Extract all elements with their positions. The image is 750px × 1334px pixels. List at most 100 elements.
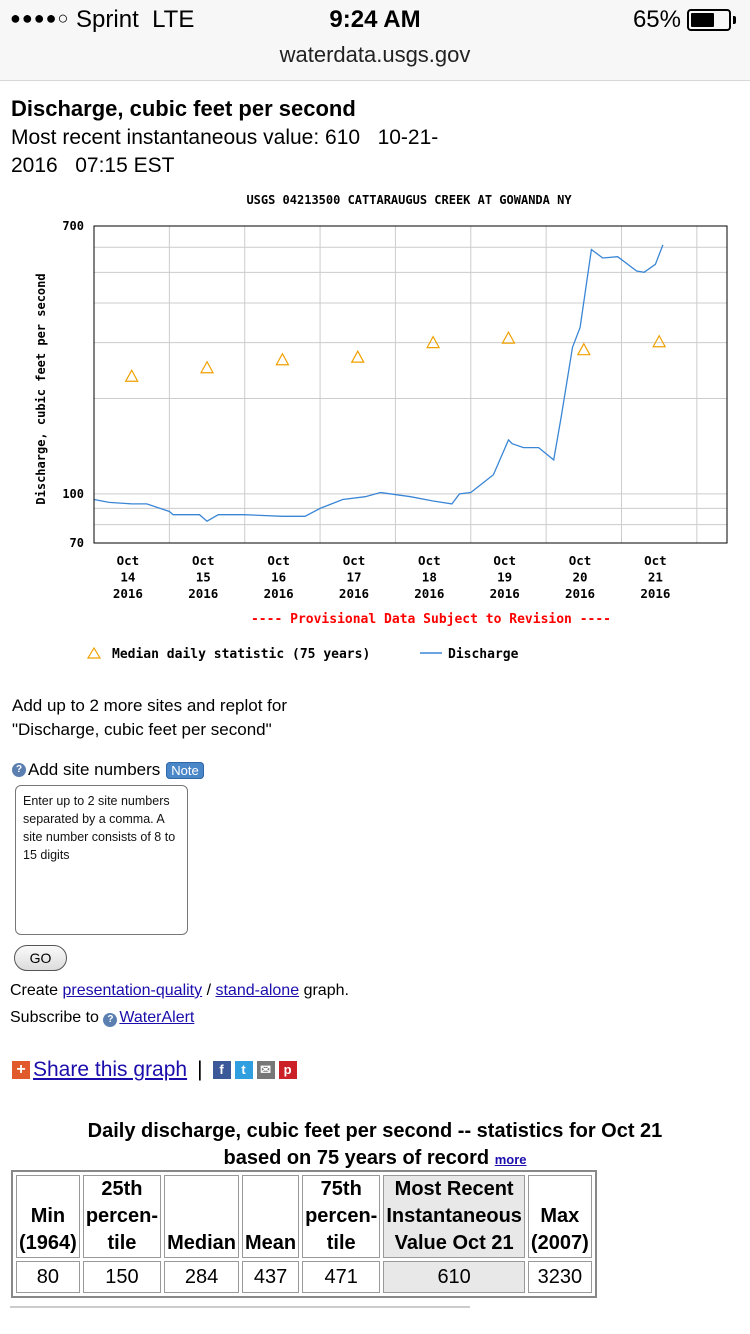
header-text: percen- bbox=[305, 1205, 378, 1227]
x-tick-text: 14 bbox=[120, 570, 135, 585]
address-bar-url[interactable]: waterdata.usgs.gov bbox=[279, 42, 471, 67]
recent-value-time: 07:15 EST bbox=[75, 154, 175, 177]
link-separator: / bbox=[206, 982, 212, 999]
signal-dots-icon: ●●●●○ bbox=[10, 8, 70, 28]
header-text: percen- bbox=[85, 1205, 159, 1227]
legend-discharge-label: Discharge bbox=[448, 647, 519, 662]
table-row: 80 150 284 437 471 610 3230 bbox=[16, 1261, 592, 1293]
chart-legend: Median daily statistic (75 years) Discha… bbox=[86, 646, 519, 662]
discharge-chart: USGS 04213500 CATTARAUGUS CREEK AT GOWAN… bbox=[34, 193, 728, 662]
median-marker bbox=[350, 349, 365, 363]
median-marker bbox=[652, 334, 667, 348]
header-text: Most Recent bbox=[394, 1178, 514, 1200]
wateralert-help-icon[interactable]: ? bbox=[103, 1013, 118, 1027]
header-text: Median bbox=[167, 1232, 236, 1254]
median-marker bbox=[124, 369, 139, 382]
share-plus-icon[interactable]: + bbox=[12, 1061, 30, 1079]
table-header-row: Min (1964) 25th percen-tile Median Mean 75th pe… bbox=[16, 1175, 592, 1258]
header-text: Value Oct 21 bbox=[394, 1232, 514, 1254]
subscribe-prefix: Subscribe to bbox=[10, 1009, 99, 1026]
battery-status: 65% bbox=[633, 6, 736, 34]
x-tick-text: 2016 bbox=[264, 586, 294, 601]
y-tick-labels: 700 100 70 bbox=[62, 219, 84, 550]
x-tick-text: Oct bbox=[192, 553, 215, 568]
x-tick-text: Oct bbox=[493, 553, 516, 568]
presentation-quality-link[interactable]: presentation-quality bbox=[62, 982, 203, 999]
table-cell: 437 bbox=[241, 1261, 300, 1293]
table-header-cell: Min (1964) bbox=[16, 1175, 80, 1258]
share-separator: | bbox=[197, 1058, 203, 1081]
site-numbers-input[interactable] bbox=[15, 785, 188, 935]
clock: 9:24 AM bbox=[329, 6, 421, 33]
x-tick-text: Oct bbox=[117, 553, 140, 568]
plot-frame bbox=[93, 225, 728, 544]
recent-value: Most recent instantaneous value: 610 10-… bbox=[11, 124, 481, 180]
x-tick-text: 17 bbox=[346, 570, 361, 585]
chart-title: USGS 04213500 CATTARAUGUS CREEK AT GOWAN… bbox=[246, 193, 572, 207]
x-tick-text: 2016 bbox=[188, 586, 218, 601]
median-marker bbox=[426, 335, 441, 349]
twitter-icon[interactable]: t bbox=[234, 1061, 253, 1079]
stats-title: Daily discharge, cubic feet per second -… bbox=[0, 1118, 750, 1173]
wateralert-link[interactable]: WaterAlert bbox=[119, 1009, 195, 1026]
discharge-series-line bbox=[93, 244, 664, 522]
table-cell: 150 bbox=[82, 1261, 162, 1293]
table-cell: 3230 bbox=[527, 1261, 592, 1293]
page-title: Discharge, cubic feet per second bbox=[11, 96, 356, 121]
y-tick-label: 70 bbox=[70, 536, 84, 550]
add-site-numbers-label: ? Add site numbers Note bbox=[12, 760, 204, 780]
share-graph-link[interactable]: Share this graph bbox=[33, 1058, 188, 1081]
x-tick-text: 20 bbox=[573, 570, 588, 585]
header-text: 75th bbox=[320, 1178, 362, 1200]
statistics-table: Min (1964) 25th percen-tile Median Mean 75th pe… bbox=[11, 1170, 597, 1298]
help-icon[interactable]: ? bbox=[12, 763, 26, 777]
chart-grid bbox=[94, 226, 727, 543]
add-site-numbers-text: Add site numbers bbox=[28, 760, 161, 779]
x-tick-text: 2016 bbox=[414, 586, 444, 601]
table-cell: 610 bbox=[383, 1261, 525, 1293]
go-button[interactable]: GO bbox=[14, 945, 67, 971]
facebook-icon[interactable]: f bbox=[212, 1061, 231, 1079]
table-header-cell: 25th percen-tile bbox=[82, 1175, 162, 1258]
table-header-cell: Max (2007) bbox=[527, 1175, 592, 1258]
x-tick-text: 16 bbox=[271, 570, 286, 585]
create-graph-line: Create presentation-quality / stand-alon… bbox=[10, 982, 349, 1000]
x-tick-text: Oct bbox=[644, 553, 667, 568]
note-button[interactable]: Note bbox=[166, 761, 204, 779]
x-tick-text: Oct bbox=[569, 553, 592, 568]
add-sites-text: Add up to 2 more sites and replot for "D… bbox=[12, 694, 287, 742]
email-icon[interactable]: ✉ bbox=[256, 1061, 275, 1079]
network-type: LTE bbox=[152, 6, 195, 33]
y-tick-label: 100 bbox=[62, 487, 84, 501]
x-tick-text: 2016 bbox=[113, 586, 143, 601]
more-link[interactable]: more bbox=[494, 1152, 527, 1167]
y-axis-label: Discharge, cubic feet per second bbox=[34, 273, 48, 504]
y-tick-label: 700 bbox=[62, 219, 84, 233]
pinterest-icon[interactable]: p bbox=[278, 1061, 297, 1079]
x-tick-text: 15 bbox=[196, 570, 211, 585]
divider bbox=[10, 1306, 470, 1308]
share-bar: + Share this graph | f t ✉ p bbox=[12, 1058, 301, 1082]
x-tick-text: Oct bbox=[267, 553, 290, 568]
header-text: tile bbox=[107, 1232, 137, 1254]
battery-tip-icon bbox=[733, 16, 736, 24]
x-tick-text: Oct bbox=[418, 553, 441, 568]
stand-alone-link[interactable]: stand-alone bbox=[215, 982, 300, 999]
create-prefix: Create bbox=[10, 982, 59, 999]
subscribe-line: Subscribe to ? WaterAlert bbox=[10, 1009, 194, 1027]
carrier-name: Sprint bbox=[76, 6, 139, 33]
median-markers bbox=[124, 330, 667, 382]
add-sites-line2: "Discharge, cubic feet per second" bbox=[12, 720, 272, 739]
status-bar: ●●●●○ Sprint LTE 9:24 AM 65% waterdata.u… bbox=[0, 0, 750, 81]
table-header-cell: 75th percen-tile bbox=[302, 1175, 381, 1258]
x-tick-labels: Oct142016Oct152016Oct162016Oct172016Oct1… bbox=[113, 553, 671, 601]
table-cell: 80 bbox=[16, 1261, 80, 1293]
x-tick-text: 18 bbox=[422, 570, 437, 585]
median-marker bbox=[200, 360, 215, 374]
